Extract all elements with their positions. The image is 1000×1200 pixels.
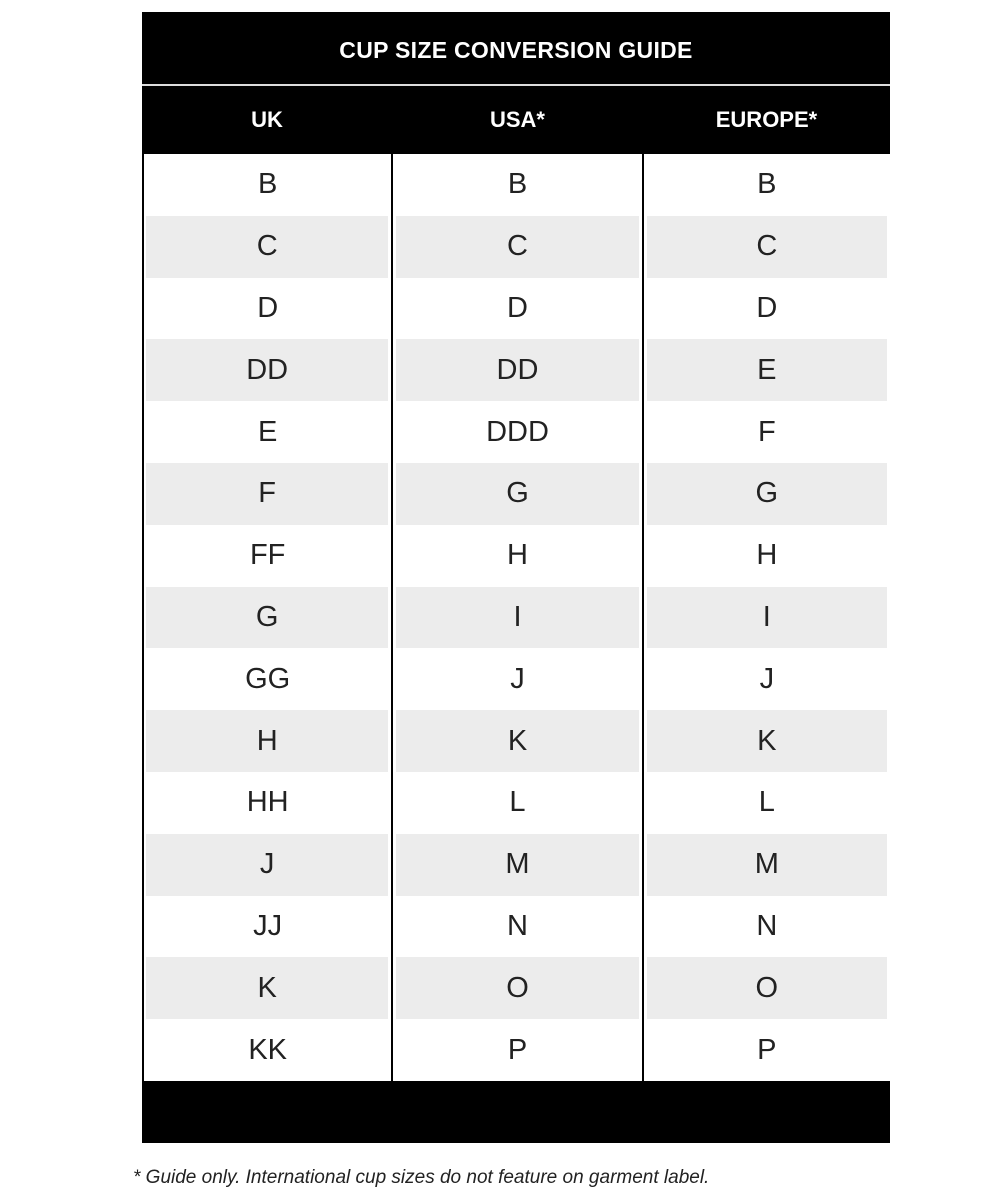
cell-uk: JJ — [144, 895, 394, 958]
cell-usa: N — [393, 895, 644, 958]
cell-europe: C — [644, 215, 890, 278]
cell-europe: P — [757, 1033, 777, 1066]
cell-usa: H — [393, 524, 644, 587]
cell-usa: D — [393, 277, 644, 340]
cell-europe: H — [756, 539, 778, 572]
cell-europe: K — [644, 710, 890, 772]
cell-uk: DD — [144, 339, 394, 402]
footnote: * Guide only. International cup sizes do… — [133, 1167, 710, 1188]
cell-usa: L — [393, 771, 644, 834]
cell-europe: J — [759, 662, 775, 695]
cell-usa: DD — [393, 339, 644, 402]
column-header-europe: EUROPE* — [715, 107, 818, 132]
cell-uk: GG — [144, 648, 394, 711]
conversion-table: CUP SIZE CONVERSION GUIDE UK USA* EUROPE… — [142, 12, 890, 1143]
cell-europe: G — [644, 462, 890, 525]
cell-usa: J — [393, 648, 644, 711]
table-row: GG J J — [144, 648, 890, 711]
table-row: DD DD E — [144, 339, 890, 402]
column-header-uk: UK — [251, 107, 283, 132]
cell-uk: H — [144, 710, 394, 772]
cell-uk: FF — [144, 524, 394, 587]
cell-europe: L — [758, 786, 775, 819]
table-row: KK P P — [144, 1019, 890, 1081]
table-footer-bar — [142, 1080, 890, 1143]
cell-uk: HH — [144, 771, 394, 834]
cell-europe: D — [756, 291, 778, 324]
cell-europe: N — [756, 909, 778, 942]
table-body: B B B C C C D D D DD DD E E DDD F F G G FF H H G I I GG J J H K K HH L L… — [142, 154, 890, 1081]
table-title: CUP SIZE CONVERSION GUIDE — [142, 12, 890, 86]
cell-usa: M — [393, 833, 644, 896]
cell-europe: F — [757, 415, 776, 448]
cell-uk: C — [144, 215, 394, 278]
cell-uk: B — [144, 154, 394, 216]
column-header-usa: USA* — [489, 107, 545, 132]
cell-europe: O — [644, 957, 890, 1020]
cell-usa: O — [393, 957, 644, 1020]
table-header: UK USA* EUROPE* — [142, 86, 890, 154]
cell-uk: G — [144, 586, 394, 649]
table-row: FF H H — [144, 524, 890, 587]
cell-usa: C — [393, 215, 644, 278]
cell-europe: E — [644, 339, 890, 402]
cell-uk: F — [144, 462, 394, 525]
cell-europe: M — [644, 833, 890, 896]
cell-usa: I — [393, 586, 644, 649]
cell-usa: K — [393, 710, 644, 772]
cell-uk: J — [144, 833, 394, 896]
table-row: E DDD F — [144, 401, 890, 463]
cell-usa: B — [393, 154, 644, 216]
cell-usa: DDD — [393, 401, 644, 463]
table-row: JJ N N — [144, 895, 890, 958]
cell-uk: D — [144, 277, 394, 340]
cell-europe: I — [644, 586, 890, 649]
cell-usa: P — [393, 1019, 644, 1081]
cell-europe: B — [757, 168, 777, 201]
cell-uk: KK — [144, 1019, 394, 1081]
cell-uk: E — [144, 401, 394, 463]
cell-uk: K — [144, 957, 394, 1020]
cell-usa: G — [393, 462, 644, 525]
table-row: HH L L — [144, 771, 890, 834]
